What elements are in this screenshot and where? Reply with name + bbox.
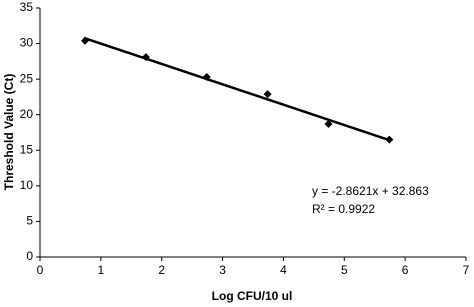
- x-tick-label: 2: [158, 263, 165, 277]
- x-tick-label: 6: [402, 263, 409, 277]
- y-tick-label: 25: [20, 71, 34, 85]
- y-tick-label: 10: [20, 178, 34, 192]
- y-tick-label: 5: [26, 214, 33, 228]
- x-tick-label: 3: [219, 263, 226, 277]
- y-tick-label: 15: [20, 142, 34, 156]
- x-axis-label: Log CFU/10 ul: [212, 289, 293, 303]
- y-tick-label: 30: [20, 36, 34, 50]
- x-tick-label: 1: [98, 263, 105, 277]
- y-tick-label: 20: [20, 107, 34, 121]
- y-tick-label: 0: [26, 249, 33, 263]
- y-axis-label: Threshold Value (Ct): [2, 74, 16, 191]
- x-tick-label: 4: [280, 263, 287, 277]
- data-point: [324, 119, 333, 128]
- y-tick-label: 35: [20, 0, 34, 14]
- r-squared-annotation: R² = 0.9922: [312, 202, 375, 216]
- data-point: [263, 90, 272, 99]
- data-point: [81, 36, 90, 45]
- trendline: [83, 36, 391, 142]
- data-point: [385, 135, 394, 144]
- data-point: [141, 53, 150, 62]
- x-tick-label: 0: [37, 263, 44, 277]
- x-tick-label: 7: [463, 263, 470, 277]
- equation-annotation: y = -2.8621x + 32.863: [312, 184, 429, 198]
- data-point: [202, 73, 211, 82]
- x-tick-label: 5: [341, 263, 348, 277]
